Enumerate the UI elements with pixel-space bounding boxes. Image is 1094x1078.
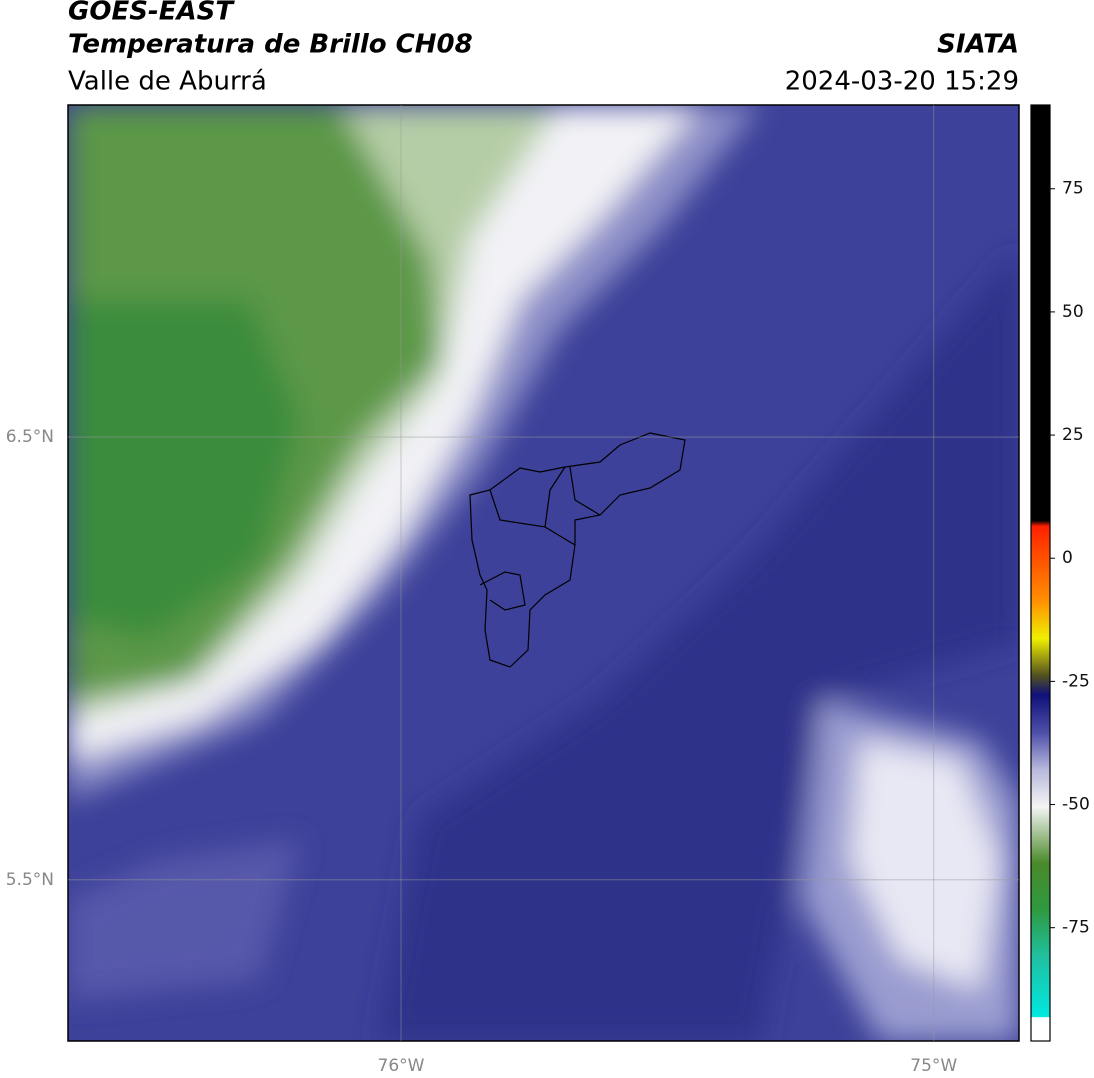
- region: Valle de Aburrá: [68, 67, 267, 97]
- title: GOES-EAST: [68, 0, 235, 27]
- datetime: 2024-03-20 15:29: [785, 67, 1019, 97]
- colorbar-tick-label: -25: [1062, 671, 1090, 691]
- x-tick-label: 75°W: [910, 1056, 957, 1076]
- colorbar-tick-label: 50: [1062, 302, 1084, 322]
- colorbar-tick-label: 75: [1062, 179, 1084, 199]
- subtitle: Temperatura de Brillo CH08: [68, 30, 473, 60]
- colorbar-tick-label: -75: [1062, 918, 1090, 938]
- colorbar-tick-label: -50: [1062, 795, 1090, 815]
- y-tick-label: 5.5°N: [6, 870, 54, 890]
- map-image: [68, 105, 1019, 1041]
- y-tick-label: 6.5°N: [6, 427, 54, 447]
- x-tick-label: 76°W: [378, 1056, 425, 1076]
- colorbar: [1030, 104, 1051, 1042]
- source: SIATA: [937, 30, 1019, 60]
- map-frame: [67, 104, 1020, 1042]
- colorbar-tick-label: 25: [1062, 425, 1084, 445]
- colorbar-tick-label: 0: [1062, 548, 1073, 568]
